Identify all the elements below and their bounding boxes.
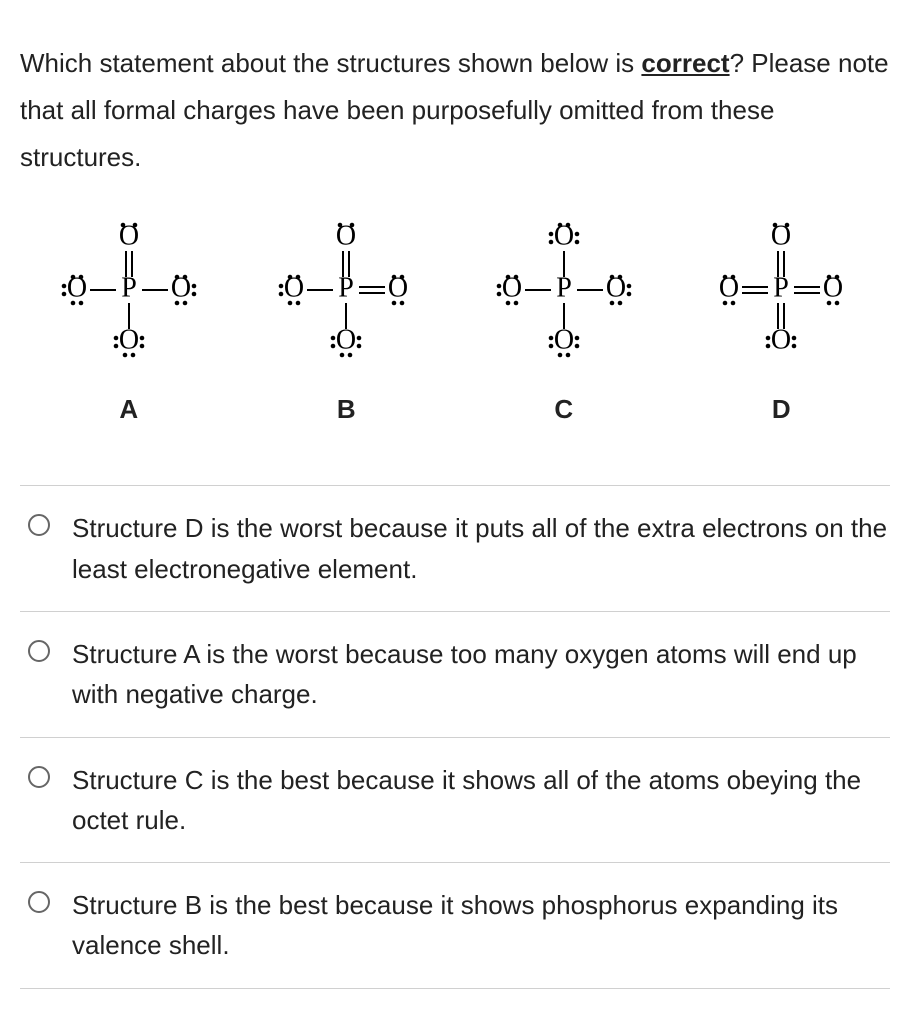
svg-text:O: O bbox=[284, 273, 304, 304]
stem-part1: Which statement about the structures sho… bbox=[20, 48, 641, 78]
lewis-structure-svg: POOOO bbox=[681, 210, 881, 380]
lewis-structure: POOOOD bbox=[681, 210, 881, 425]
radio-icon[interactable] bbox=[28, 766, 50, 788]
structure-label: B bbox=[246, 394, 446, 425]
svg-text:O: O bbox=[771, 325, 791, 356]
option-text: Structure D is the worst because it puts… bbox=[72, 508, 890, 589]
lewis-structure-svg: POOOO bbox=[246, 210, 446, 380]
structure-label: C bbox=[464, 394, 664, 425]
option-text: Structure B is the best because it shows… bbox=[72, 885, 890, 966]
option-text: Structure A is the worst because too man… bbox=[72, 634, 890, 715]
radio-icon[interactable] bbox=[28, 514, 50, 536]
svg-text:O: O bbox=[606, 273, 626, 304]
structure-label: A bbox=[29, 394, 229, 425]
svg-text:O: O bbox=[554, 325, 574, 356]
lewis-structure: POOOOA bbox=[29, 210, 229, 425]
answer-option[interactable]: Structure D is the worst because it puts… bbox=[20, 486, 890, 612]
svg-text:O: O bbox=[502, 273, 522, 304]
svg-text:O: O bbox=[336, 325, 356, 356]
svg-text:P: P bbox=[338, 273, 354, 304]
radio-icon[interactable] bbox=[28, 640, 50, 662]
svg-text:O: O bbox=[67, 273, 87, 304]
question-stem: Which statement about the structures sho… bbox=[20, 40, 890, 180]
lewis-structure-svg: POOOO bbox=[29, 210, 229, 380]
svg-text:O: O bbox=[823, 273, 843, 304]
svg-text:O: O bbox=[554, 221, 574, 252]
answer-option[interactable]: Structure A is the worst because too man… bbox=[20, 612, 890, 738]
svg-text:P: P bbox=[121, 273, 137, 304]
answer-option[interactable]: Structure C is the best because it shows… bbox=[20, 738, 890, 864]
svg-text:O: O bbox=[119, 325, 139, 356]
stem-underlined: correct bbox=[641, 48, 729, 78]
lewis-structure-svg: POOOO bbox=[464, 210, 664, 380]
structure-label: D bbox=[681, 394, 881, 425]
svg-text:O: O bbox=[171, 273, 191, 304]
option-text: Structure C is the best because it shows… bbox=[72, 760, 890, 841]
radio-icon[interactable] bbox=[28, 891, 50, 913]
svg-text:P: P bbox=[773, 273, 789, 304]
lewis-structure: POOOOC bbox=[464, 210, 664, 425]
lewis-structures-row: POOOOAPOOOOBPOOOOCPOOOOD bbox=[20, 210, 890, 425]
svg-text:O: O bbox=[388, 273, 408, 304]
answer-options: Structure D is the worst because it puts… bbox=[20, 485, 890, 988]
lewis-structure: POOOOB bbox=[246, 210, 446, 425]
svg-text:P: P bbox=[556, 273, 572, 304]
answer-option[interactable]: Structure B is the best because it shows… bbox=[20, 863, 890, 989]
svg-text:O: O bbox=[719, 273, 739, 304]
